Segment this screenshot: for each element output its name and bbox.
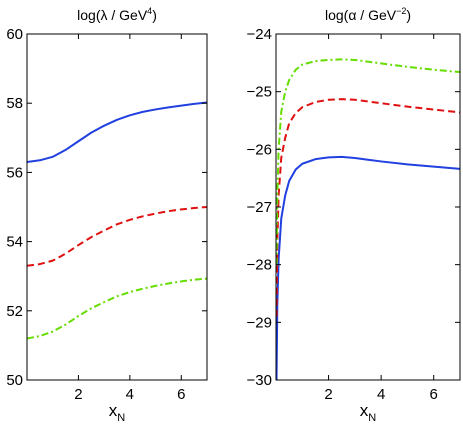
y-tick-label: −25 <box>247 84 272 101</box>
y-tick-label: −27 <box>247 199 272 216</box>
axes-frame <box>275 33 461 381</box>
x-tick-label: 6 <box>177 386 185 403</box>
x-axis-label: xN <box>109 401 126 424</box>
x-tick-label: 2 <box>74 386 82 403</box>
axes-frame <box>26 33 208 381</box>
y-tick-label: −24 <box>247 26 272 43</box>
series-group <box>276 58 460 380</box>
x-tick-label: 2 <box>324 386 332 403</box>
y-tick-label: 52 <box>6 303 23 320</box>
y-tick-label: −26 <box>247 141 272 158</box>
y-tick-label: 56 <box>6 164 23 181</box>
chart-title: log(α / GeV−2) <box>325 6 411 23</box>
x-tick-label: 4 <box>377 386 385 403</box>
y-tick-label: −29 <box>247 314 272 331</box>
series-line-dashdot <box>27 277 207 340</box>
x-axis-label: xN <box>360 401 377 424</box>
series-line-solid <box>27 101 207 164</box>
y-tick-label: 50 <box>6 372 23 389</box>
y-tick-label: 54 <box>6 234 23 251</box>
y-tick-label: 60 <box>6 26 23 43</box>
series-line-dashdot <box>276 58 460 265</box>
series-line-solid <box>276 155 460 380</box>
series-line-dashed <box>276 98 460 317</box>
series-group <box>27 101 207 340</box>
y-tick-label: −30 <box>247 372 272 389</box>
left-chart-panel: 2 4 6 50 52 54 56 58 60 log(λ / GeV4) xN <box>6 6 208 424</box>
y-tick-label: 58 <box>6 95 23 112</box>
right-chart-panel: 2 4 6 −30 −29 −28 −27 −26 −25 −24 log(α / GeV−2) xN <box>247 6 461 424</box>
x-tick-label: 4 <box>126 386 134 403</box>
x-tick-label: 6 <box>430 386 438 403</box>
series-line-dashed <box>27 206 207 267</box>
chart-title: log(λ / GeV4) <box>77 6 157 23</box>
y-tick-label: −28 <box>247 257 272 274</box>
